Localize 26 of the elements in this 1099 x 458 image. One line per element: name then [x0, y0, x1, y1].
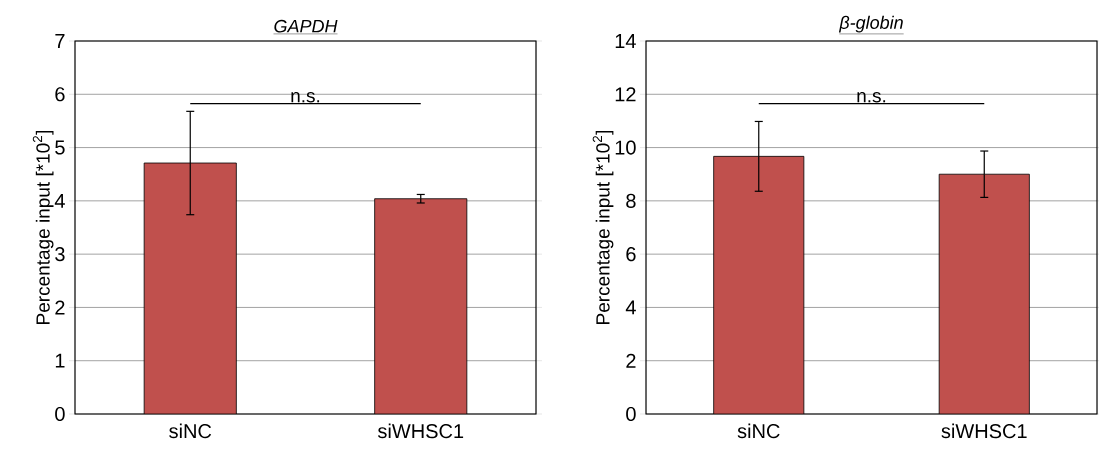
y-tick-label: 2 — [626, 353, 636, 368]
chart-title: β-globin — [838, 15, 903, 33]
y-tick-label: 4 — [54, 193, 65, 208]
x-tick-label: siWHSC1 — [941, 423, 1027, 439]
chart-title: GAPDH — [274, 19, 338, 33]
y-tick-label: 12 — [615, 87, 636, 102]
x-tick-label: siNC — [737, 423, 780, 439]
y-tick-label: 3 — [55, 247, 65, 262]
x-tick-label: siNC — [169, 423, 212, 439]
y-tick-label: 4 — [625, 300, 636, 315]
y-tick-label: 1 — [55, 353, 65, 368]
y-tick-label: 8 — [626, 193, 636, 208]
y-tick-label: 0 — [55, 406, 65, 422]
y-tick-label: 6 — [626, 247, 636, 262]
y-axis-title: Percentage input [*10$^{2}$] — [592, 130, 614, 324]
annotation: n.s. — [291, 92, 320, 103]
y-tick-label: 6 — [55, 87, 65, 102]
y-tick-label: 2 — [55, 300, 65, 315]
x-tick-label: siWHSC1 — [377, 423, 464, 439]
y-axis-title: Percentage input [*10$^{2}$] — [32, 130, 54, 324]
y-tick-label: 14 — [615, 34, 636, 48]
y-tick-label: 10 — [615, 140, 636, 155]
y-tick-label: 5 — [55, 140, 65, 155]
y-tick-label: 7 — [55, 34, 65, 48]
y-tick-label: 0 — [626, 406, 636, 422]
annotation: n.s. — [857, 92, 886, 103]
